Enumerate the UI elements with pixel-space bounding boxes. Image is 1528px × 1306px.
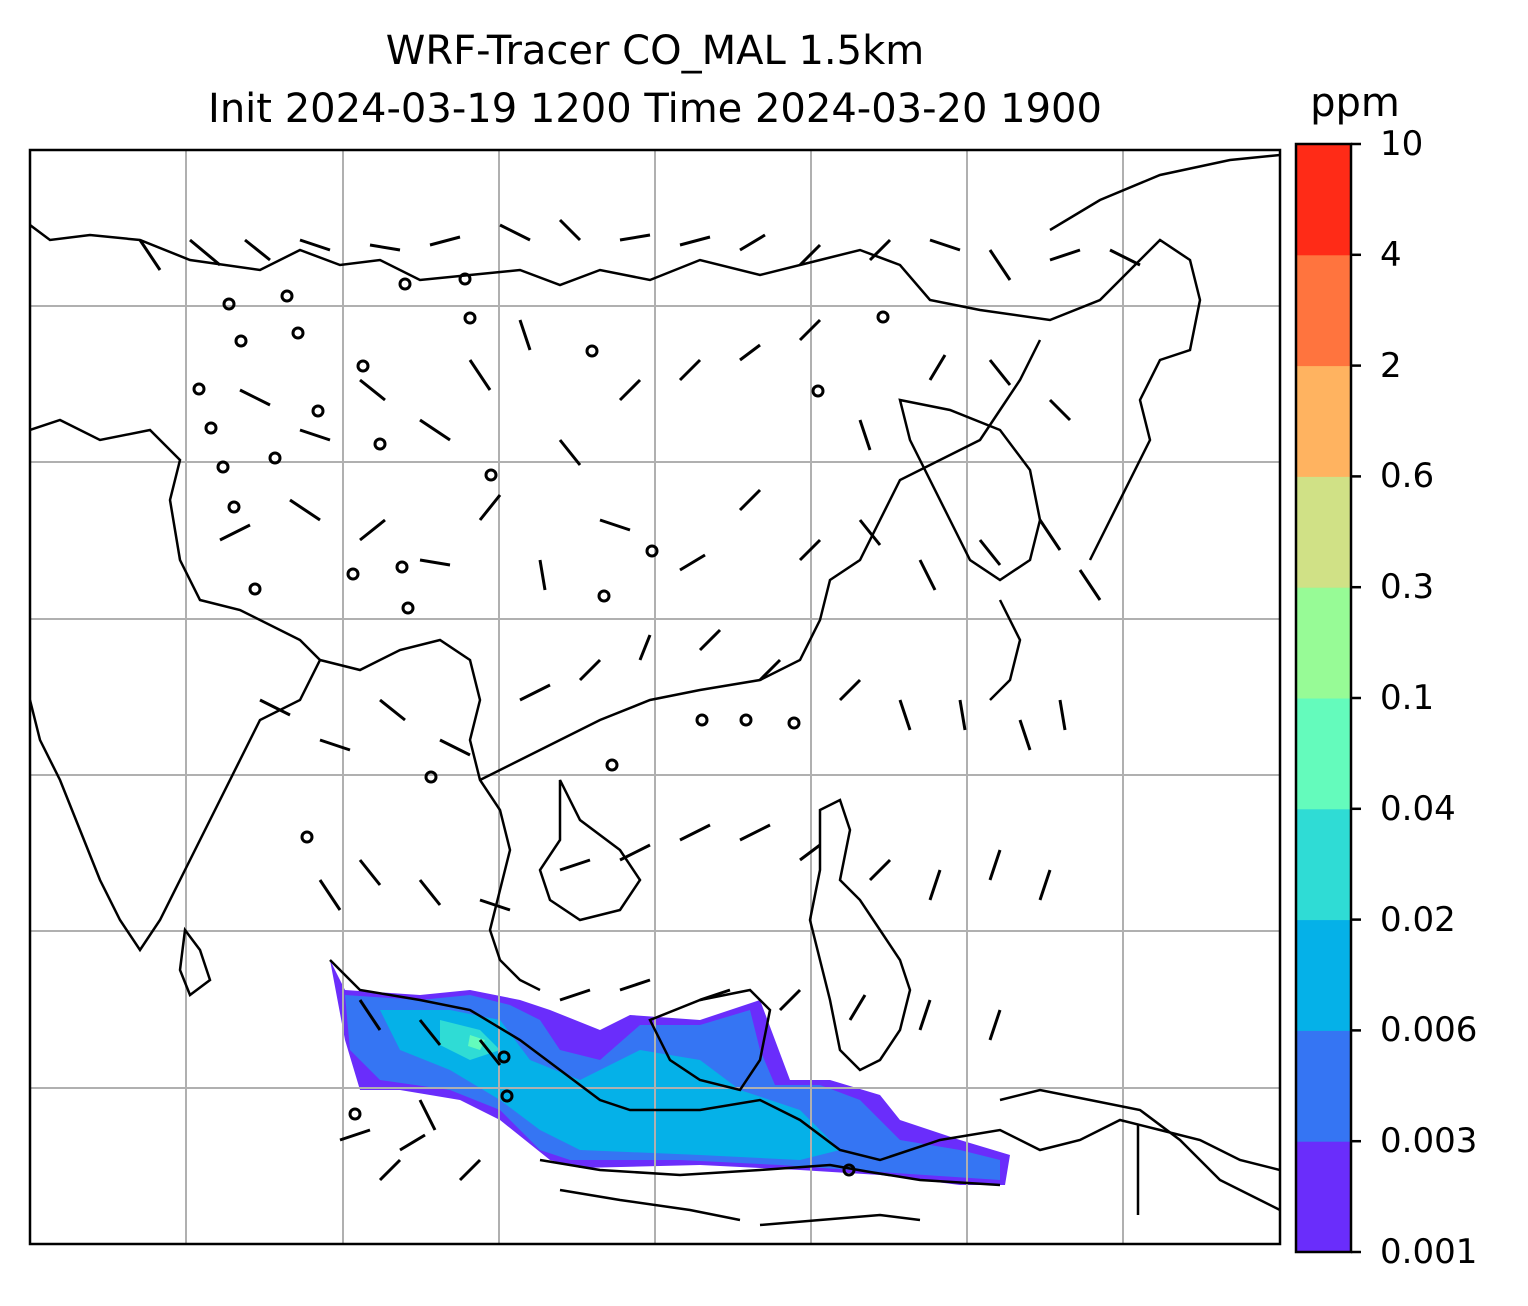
colorbar-segment <box>1296 254 1351 367</box>
calm-wind-markers <box>192 272 890 1177</box>
colorbar-tick-label: 0.3 <box>1380 567 1435 608</box>
colorbar-unit-label: ppm <box>1310 80 1400 126</box>
colorbar-segment <box>1296 1030 1351 1142</box>
colorbar-segment <box>1296 476 1351 588</box>
colorbar-tick-label: 0.003 <box>1380 1121 1478 1162</box>
colorbar-segment <box>1296 365 1351 477</box>
colorbar-tick-label: 0.001 <box>1380 1232 1478 1272</box>
colorbar <box>1296 144 1351 1253</box>
colorbar-segment <box>1296 1141 1351 1253</box>
wind-barbs <box>138 218 1141 1182</box>
colorbar-tick-label: 4 <box>1380 234 1402 275</box>
colorbar-tick-marks <box>1351 142 1361 1254</box>
map-title-line1: WRF-Tracer CO_MAL 1.5km <box>385 28 925 74</box>
colorbar-tick-label: 2 <box>1380 345 1402 386</box>
colorbar-tick-label: 0.02 <box>1380 899 1456 940</box>
colorbar-tick-label: 0.006 <box>1380 1010 1478 1051</box>
colorbar-segment <box>1296 919 1351 1031</box>
map-border <box>28 148 1282 1246</box>
map-title-line2: Init 2024-03-19 1200 Time 2024-03-20 190… <box>208 86 1102 132</box>
colorbar-segment <box>1296 698 1351 810</box>
colorbar-tick-label: 0.1 <box>1380 678 1435 718</box>
colorbar-segment <box>1296 808 1351 921</box>
colorbar-segment <box>1296 144 1351 256</box>
gridlines <box>30 150 1280 1244</box>
colorbar-segment <box>1296 587 1351 699</box>
coastlines <box>30 153 1280 1227</box>
colorbar-tick-label: 0.6 <box>1380 456 1435 497</box>
colorbar-tick-label: 10 <box>1380 124 1424 164</box>
map-area <box>30 150 1280 1244</box>
colorbar-tick-label: 0.04 <box>1380 788 1456 829</box>
